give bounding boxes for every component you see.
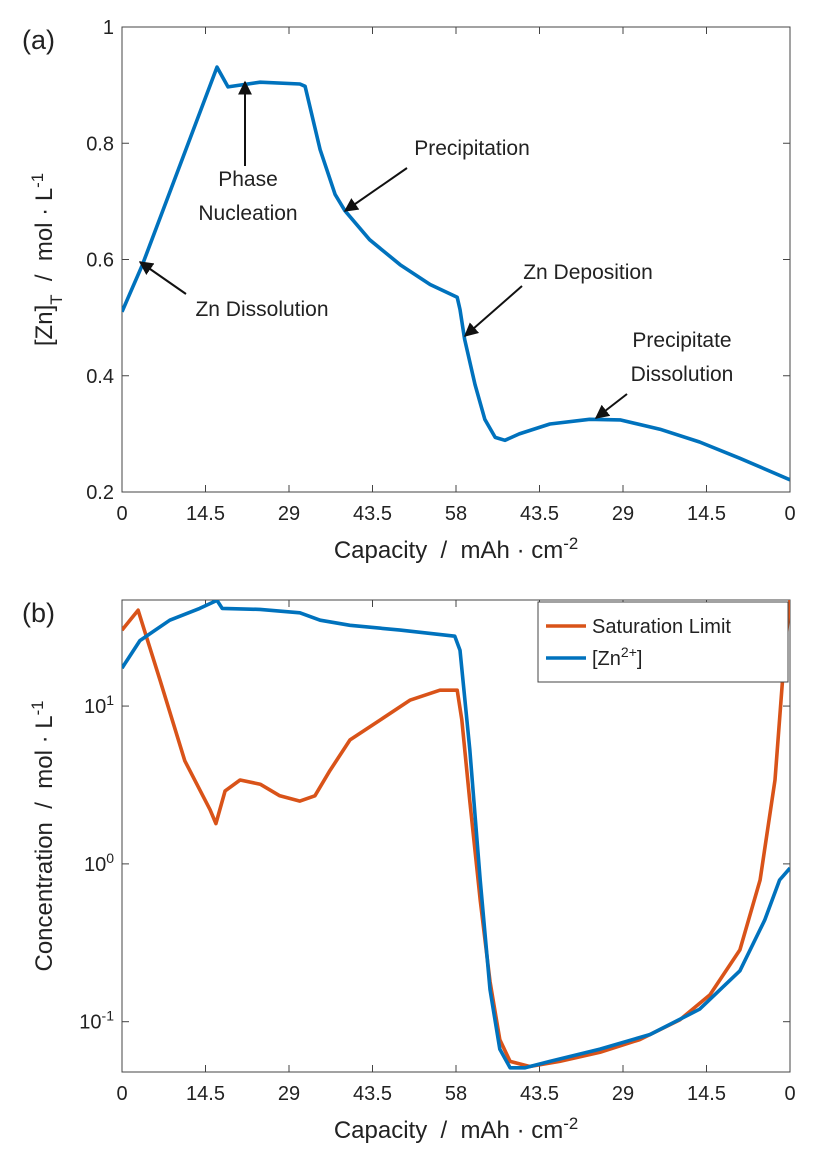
x-tick-label: 0: [784, 1083, 795, 1105]
panel-label: (b): [22, 598, 55, 628]
x-tick-label: 14.5: [186, 1083, 225, 1105]
annotation: Dissolution: [631, 363, 734, 386]
x-tick-label: 0: [116, 503, 127, 525]
text-part: T: [47, 295, 66, 305]
x-tick-label: 29: [278, 1083, 300, 1105]
x-tick-label: 29: [612, 1083, 634, 1105]
text-part: 10: [79, 1012, 101, 1034]
x-tick-label: 29: [612, 503, 634, 525]
annotation: Zn Deposition: [523, 261, 653, 284]
y-tick-label: 101: [84, 692, 114, 718]
y-tick-label: 0.8: [86, 133, 114, 155]
annotation-arrow: [343, 167, 408, 212]
text-part: Capacity / mAh · cm: [334, 1117, 563, 1144]
x-axis-label: Capacity / mAh · cm-2: [334, 1114, 578, 1145]
x-tick-label: 58: [445, 503, 467, 525]
y-tick-label: 0.4: [86, 366, 114, 388]
text-part: -1: [102, 1008, 115, 1024]
annotation: Zn Dissolution: [195, 298, 328, 321]
text-part: 10: [84, 696, 106, 718]
annotation: Precipitate: [632, 329, 731, 352]
y-tick-label: 10-1: [79, 1008, 114, 1034]
x-tick-label: 58: [445, 1083, 467, 1105]
x-tick-label: 43.5: [353, 1083, 392, 1105]
annotation: Precipitation: [414, 137, 530, 160]
legend-label: Saturation Limit: [592, 616, 731, 638]
annotation-arrow: [138, 261, 187, 295]
annotation: Nucleation: [198, 202, 297, 225]
y-axis-label: [Zn]T / mol · L-1: [28, 173, 66, 346]
panel-label: (a): [22, 25, 55, 55]
legend-label: [Zn2+]: [592, 644, 642, 670]
text-part: -1: [28, 173, 47, 188]
y-tick-label: 0.2: [86, 482, 114, 504]
data-line: [122, 600, 790, 1069]
x-tick-label: 0: [116, 1083, 127, 1105]
x-axis-label: Capacity / mAh · cm-2: [334, 534, 578, 565]
x-tick-label: 0: [784, 503, 795, 525]
legend-box: [537, 601, 789, 683]
x-tick-label: 29: [278, 503, 300, 525]
x-tick-label: 14.5: [687, 503, 726, 525]
text-part: / mol · L: [31, 188, 58, 295]
x-tick-label: 43.5: [520, 503, 559, 525]
text-part: 10: [84, 854, 106, 876]
annotation-arrow: [463, 285, 523, 337]
annotation-arrow: [594, 393, 628, 419]
x-tick-label: 14.5: [186, 503, 225, 525]
annotation: Phase: [218, 168, 278, 191]
text-part: -2: [563, 1114, 578, 1133]
y-axis-label: Concentration / mol · L-1: [28, 700, 59, 971]
text-part: -1: [28, 700, 47, 715]
text-part: [Zn]: [31, 305, 58, 346]
x-tick-label: 43.5: [353, 503, 392, 525]
axes-box: [121, 26, 791, 493]
text-part: -2: [563, 534, 578, 553]
x-tick-label: 14.5: [687, 1083, 726, 1105]
data-line: [122, 65, 790, 482]
text-part: 1: [106, 692, 114, 708]
text-part: 2+: [621, 644, 637, 660]
text-part: Capacity / mAh · cm: [334, 537, 563, 564]
text-part: ]: [637, 648, 643, 670]
y-tick-label: 1: [103, 17, 114, 39]
y-tick-label: 0.6: [86, 250, 114, 272]
data-line: [122, 600, 790, 1070]
text-part: Concentration / mol · L: [31, 715, 58, 971]
x-tick-label: 43.5: [520, 1083, 559, 1105]
text-part: [Zn: [592, 648, 621, 670]
y-tick-label: 100: [84, 850, 114, 876]
text-part: 0: [106, 850, 114, 866]
